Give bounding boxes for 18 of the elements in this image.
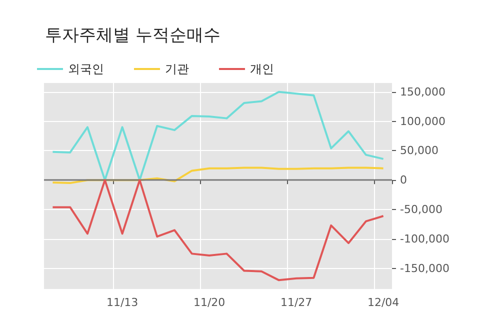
line-series [52, 90, 384, 182]
legend-label: 기관 [165, 62, 189, 76]
x-tick-label: 11/20 [193, 296, 226, 309]
y-tick-label: -100,000 [400, 232, 450, 246]
y-tick-label: 150,000 [400, 85, 446, 98]
chart-title: 투자주체별 누적순매수 [45, 26, 220, 46]
x-tick-label: 11/13 [106, 296, 138, 309]
x-tick-label: 12/04 [367, 296, 400, 309]
line-series [52, 179, 384, 282]
y-tick-label: 100,000 [400, 114, 446, 128]
y-tick-label: -50,000 [400, 203, 442, 216]
legend-label: 외국인 [68, 62, 104, 76]
y-tick-label: 50,000 [400, 144, 438, 158]
legend-label: 개인 [250, 62, 274, 76]
y-tick-label: -150,000 [400, 262, 450, 275]
line-series [52, 166, 384, 184]
x-tick-label: 11/27 [280, 296, 312, 309]
y-tick-label: 0 [400, 174, 407, 187]
